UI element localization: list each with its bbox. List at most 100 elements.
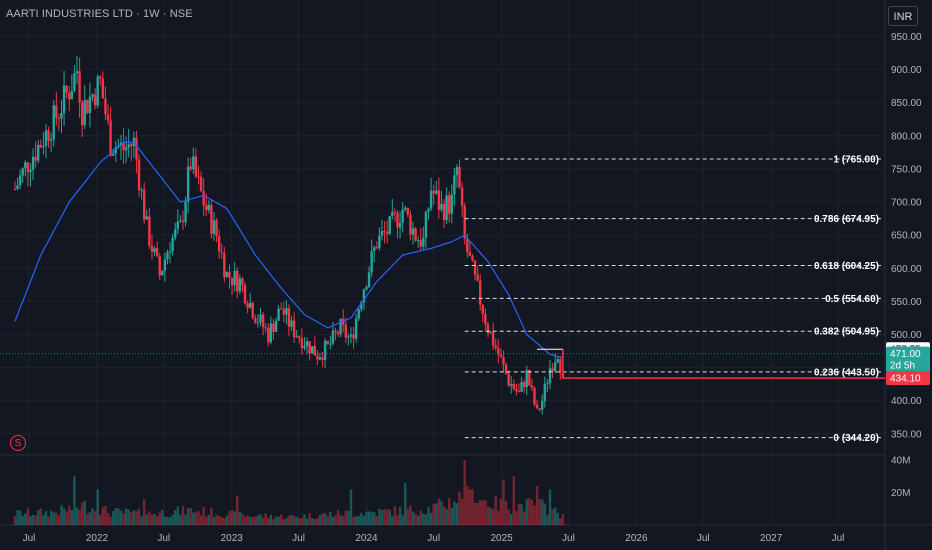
candle-body <box>83 100 86 126</box>
volume-bar <box>155 516 159 525</box>
candle-body <box>88 96 92 113</box>
candle-body <box>238 278 242 292</box>
candle-body <box>13 188 17 190</box>
candle-body <box>68 92 71 100</box>
volume-bar <box>522 511 526 525</box>
candle-body <box>137 159 141 191</box>
volume-bar <box>287 515 291 525</box>
volume-bar <box>303 514 306 525</box>
volume-bar <box>479 500 482 525</box>
candle-body <box>73 73 76 91</box>
candle-body <box>543 383 547 402</box>
candle-body <box>491 332 495 346</box>
volume-bar <box>101 507 105 525</box>
candle-body <box>357 309 360 319</box>
candle-body <box>339 318 342 335</box>
volume-bar <box>499 499 503 525</box>
volume-bar <box>546 514 549 525</box>
volume-bar <box>476 502 479 525</box>
candle-body <box>316 355 319 360</box>
volume-bar <box>106 512 110 525</box>
volume-bar <box>192 512 195 525</box>
volume-bar <box>445 508 448 525</box>
candle-body <box>228 272 231 278</box>
volume-bar <box>367 511 371 525</box>
candle-body <box>292 320 296 338</box>
volume-bar <box>373 511 376 525</box>
candle-body <box>541 401 544 410</box>
candle-body <box>494 345 497 349</box>
candle-body <box>52 105 55 140</box>
candle-body <box>445 195 448 221</box>
volume-bar <box>360 512 363 525</box>
candle-body <box>295 336 298 338</box>
volume-bar <box>481 500 484 525</box>
volume-bar <box>264 513 267 525</box>
volume-bar <box>21 515 24 525</box>
candle-body <box>486 323 490 334</box>
fib-level-label: 1 (765.00) <box>833 154 879 165</box>
price-label-text: 434.10 <box>890 374 921 385</box>
candle-body <box>163 259 167 271</box>
candle-body <box>140 189 143 191</box>
volume-bar <box>411 511 415 525</box>
volume-bar <box>533 505 536 525</box>
volume-bar <box>31 515 35 525</box>
volume-bar <box>466 486 469 525</box>
candle-body <box>230 277 234 286</box>
volume-bar <box>453 501 456 525</box>
candle-body <box>150 245 154 252</box>
volume-bar <box>450 507 453 525</box>
volume-bar <box>365 511 368 525</box>
candle-body <box>393 211 397 213</box>
candle-body <box>248 302 252 308</box>
candle-body <box>435 190 438 194</box>
volume-bar <box>311 517 314 525</box>
candle-body <box>174 229 177 238</box>
volume-bar <box>78 509 81 525</box>
time-tick-label: Jul <box>697 533 710 544</box>
candle-body <box>168 251 172 253</box>
candle-body <box>471 255 474 261</box>
candle-body <box>468 251 472 256</box>
candle-body <box>484 314 487 324</box>
volume-bar <box>561 513 565 525</box>
volume-bar <box>148 511 151 525</box>
candle-body <box>507 373 510 386</box>
moving-average-line <box>14 141 564 359</box>
volume-bar <box>429 512 433 525</box>
volume-bar <box>344 510 348 525</box>
volume-bar <box>181 505 185 525</box>
candle-body <box>311 346 314 354</box>
volume-bar <box>391 516 394 525</box>
candle-body <box>251 302 254 319</box>
volume-bar <box>261 517 265 525</box>
candle-body <box>220 251 223 253</box>
time-tick-label: 2022 <box>86 533 109 544</box>
volume-bar <box>166 516 169 525</box>
candle-body <box>78 71 81 103</box>
volume-bar <box>70 510 74 525</box>
volume-bar <box>91 508 94 525</box>
volume-bar <box>551 509 554 525</box>
candle-body <box>466 238 469 252</box>
candle-body <box>489 332 492 334</box>
volume-bar <box>24 513 27 525</box>
s-icon[interactable]: S <box>10 435 26 451</box>
volume-bar <box>194 512 198 525</box>
volume-bar <box>220 517 223 525</box>
volume-bar <box>489 507 492 525</box>
volume-bar <box>401 515 404 525</box>
candle-body <box>323 340 327 360</box>
candle-body <box>277 308 280 321</box>
volume-bar <box>272 519 275 525</box>
price-tick-label: 600.00 <box>891 264 922 275</box>
volume-bar <box>236 495 239 525</box>
volume-bar <box>13 515 17 525</box>
candle-body <box>279 308 283 310</box>
volume-bar <box>380 510 384 525</box>
candles <box>13 55 565 525</box>
currency-selector[interactable]: INR <box>888 6 918 26</box>
candle-body <box>143 189 146 220</box>
